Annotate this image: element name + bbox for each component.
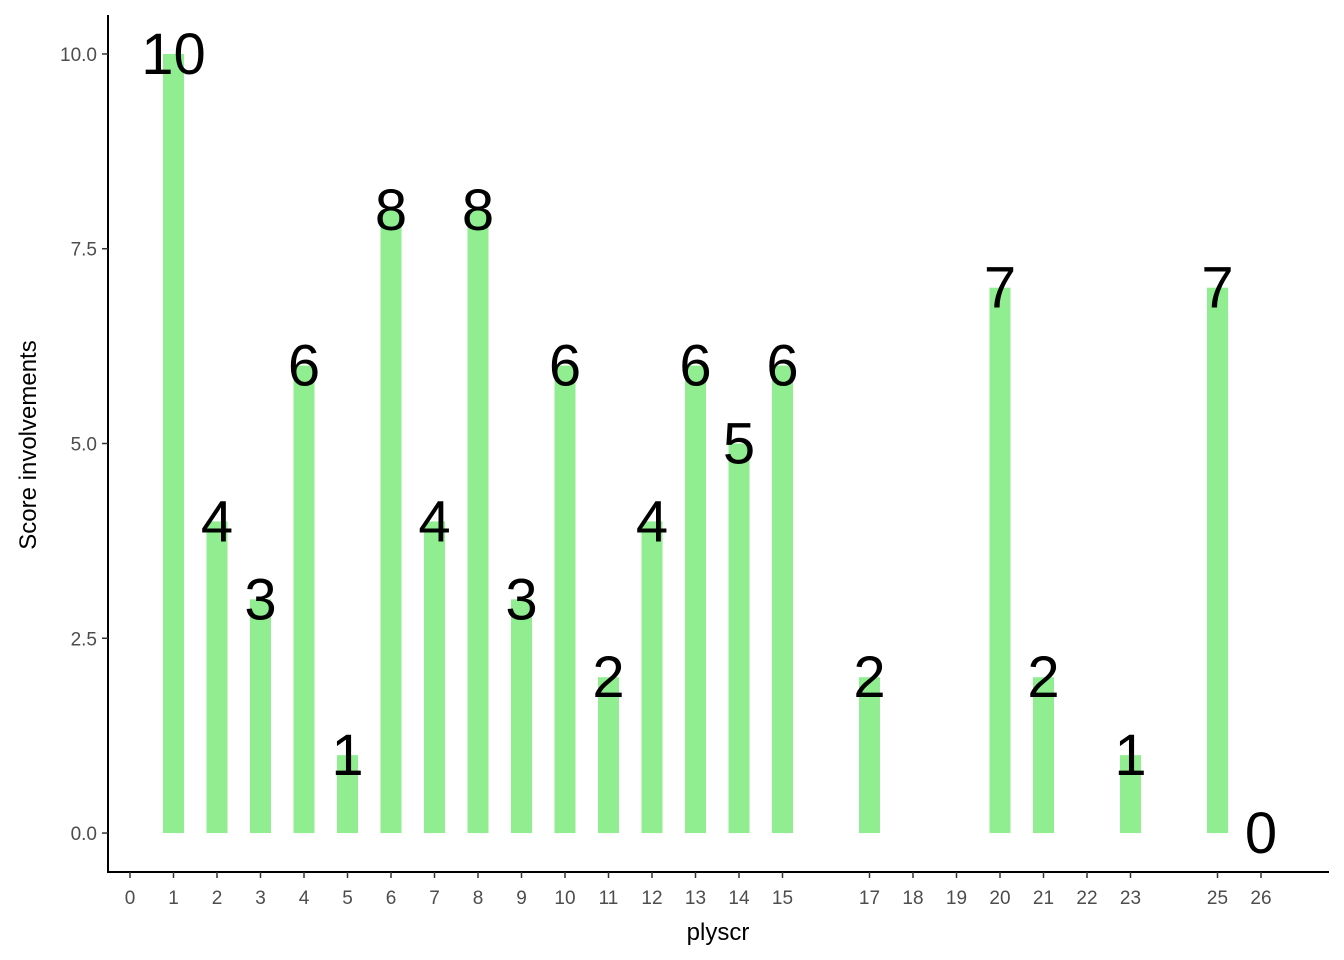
bar [859, 677, 880, 834]
x-axis-ticks: 0 1 2 3 4 5 6 7 8 9 10 11 12 13 14 15 17 18 19 20 21 22 23 25 26 [125, 872, 1272, 909]
bar [772, 365, 793, 834]
data-label: 0 [1245, 801, 1277, 866]
data-label: 1 [1114, 723, 1146, 788]
data-label: 7 [984, 256, 1016, 321]
x-tick-label: 17 [859, 888, 880, 909]
bar [728, 443, 750, 834]
data-label: 6 [766, 334, 798, 399]
data-label: 3 [244, 567, 276, 632]
x-tick-label: 8 [473, 888, 484, 909]
data-label: 6 [549, 334, 581, 399]
bar [424, 521, 445, 834]
data-label: 8 [375, 178, 407, 243]
data-label: 4 [201, 489, 233, 554]
x-tick-label: 18 [902, 888, 923, 909]
y-tick-label: 7.5 [71, 240, 97, 261]
y-axis-title: Score involvements [15, 340, 42, 549]
data-label: 7 [1201, 256, 1233, 321]
bar [554, 365, 576, 834]
x-axis-title: plyscr [687, 919, 750, 946]
x-tick-label: 0 [125, 888, 136, 909]
data-label: 8 [462, 178, 494, 243]
data-label: 1 [331, 723, 363, 788]
data-label: 4 [636, 489, 668, 554]
x-tick-label: 19 [946, 888, 967, 909]
x-tick-label: 13 [685, 888, 706, 909]
bar [293, 365, 315, 834]
bar [206, 521, 228, 834]
y-tick-label: 5.0 [71, 435, 97, 456]
data-label: 3 [505, 567, 537, 632]
bar [511, 599, 532, 834]
data-label: 2 [853, 645, 885, 710]
x-tick-label: 22 [1076, 888, 1097, 909]
x-tick-label: 2 [212, 888, 223, 909]
y-tick-label: 2.5 [71, 629, 97, 650]
x-tick-label: 5 [342, 888, 353, 909]
bar [685, 365, 706, 834]
bar [641, 521, 663, 834]
data-label: 6 [288, 334, 320, 399]
bar [1120, 755, 1141, 834]
bar [467, 209, 489, 834]
bars-layer [163, 53, 1228, 834]
data-label: 4 [418, 489, 450, 554]
x-tick-label: 10 [554, 888, 575, 909]
x-tick-label: 4 [299, 888, 310, 909]
y-tick-label: 10.0 [60, 45, 97, 66]
bar [337, 755, 358, 834]
x-tick-label: 21 [1033, 888, 1054, 909]
x-tick-label: 15 [772, 888, 793, 909]
data-label: 10 [141, 22, 206, 87]
bar [989, 287, 1011, 834]
y-axis-ticks: 0.0 2.5 5.0 7.5 10.0 [60, 45, 108, 845]
x-tick-label: 9 [516, 888, 527, 909]
x-tick-label: 14 [728, 888, 750, 909]
x-tick-label: 20 [989, 888, 1010, 909]
x-tick-label: 7 [429, 888, 440, 909]
x-tick-label: 23 [1120, 888, 1141, 909]
x-tick-label: 26 [1250, 888, 1271, 909]
x-tick-label: 11 [599, 888, 619, 909]
data-label: 2 [592, 645, 624, 710]
x-tick-label: 12 [641, 888, 662, 909]
bar [163, 53, 184, 834]
bar [598, 677, 619, 834]
data-label: 2 [1027, 645, 1059, 710]
y-tick-label: 0.0 [71, 824, 97, 845]
x-tick-label: 6 [386, 888, 397, 909]
bar [250, 599, 271, 834]
x-tick-label: 3 [255, 888, 266, 909]
data-label: 6 [679, 334, 711, 399]
bar [380, 209, 402, 834]
bar [1033, 677, 1054, 834]
x-tick-label: 25 [1207, 888, 1228, 909]
bar [1207, 287, 1228, 834]
x-tick-label: 1 [168, 888, 179, 909]
data-label: 5 [723, 412, 755, 477]
